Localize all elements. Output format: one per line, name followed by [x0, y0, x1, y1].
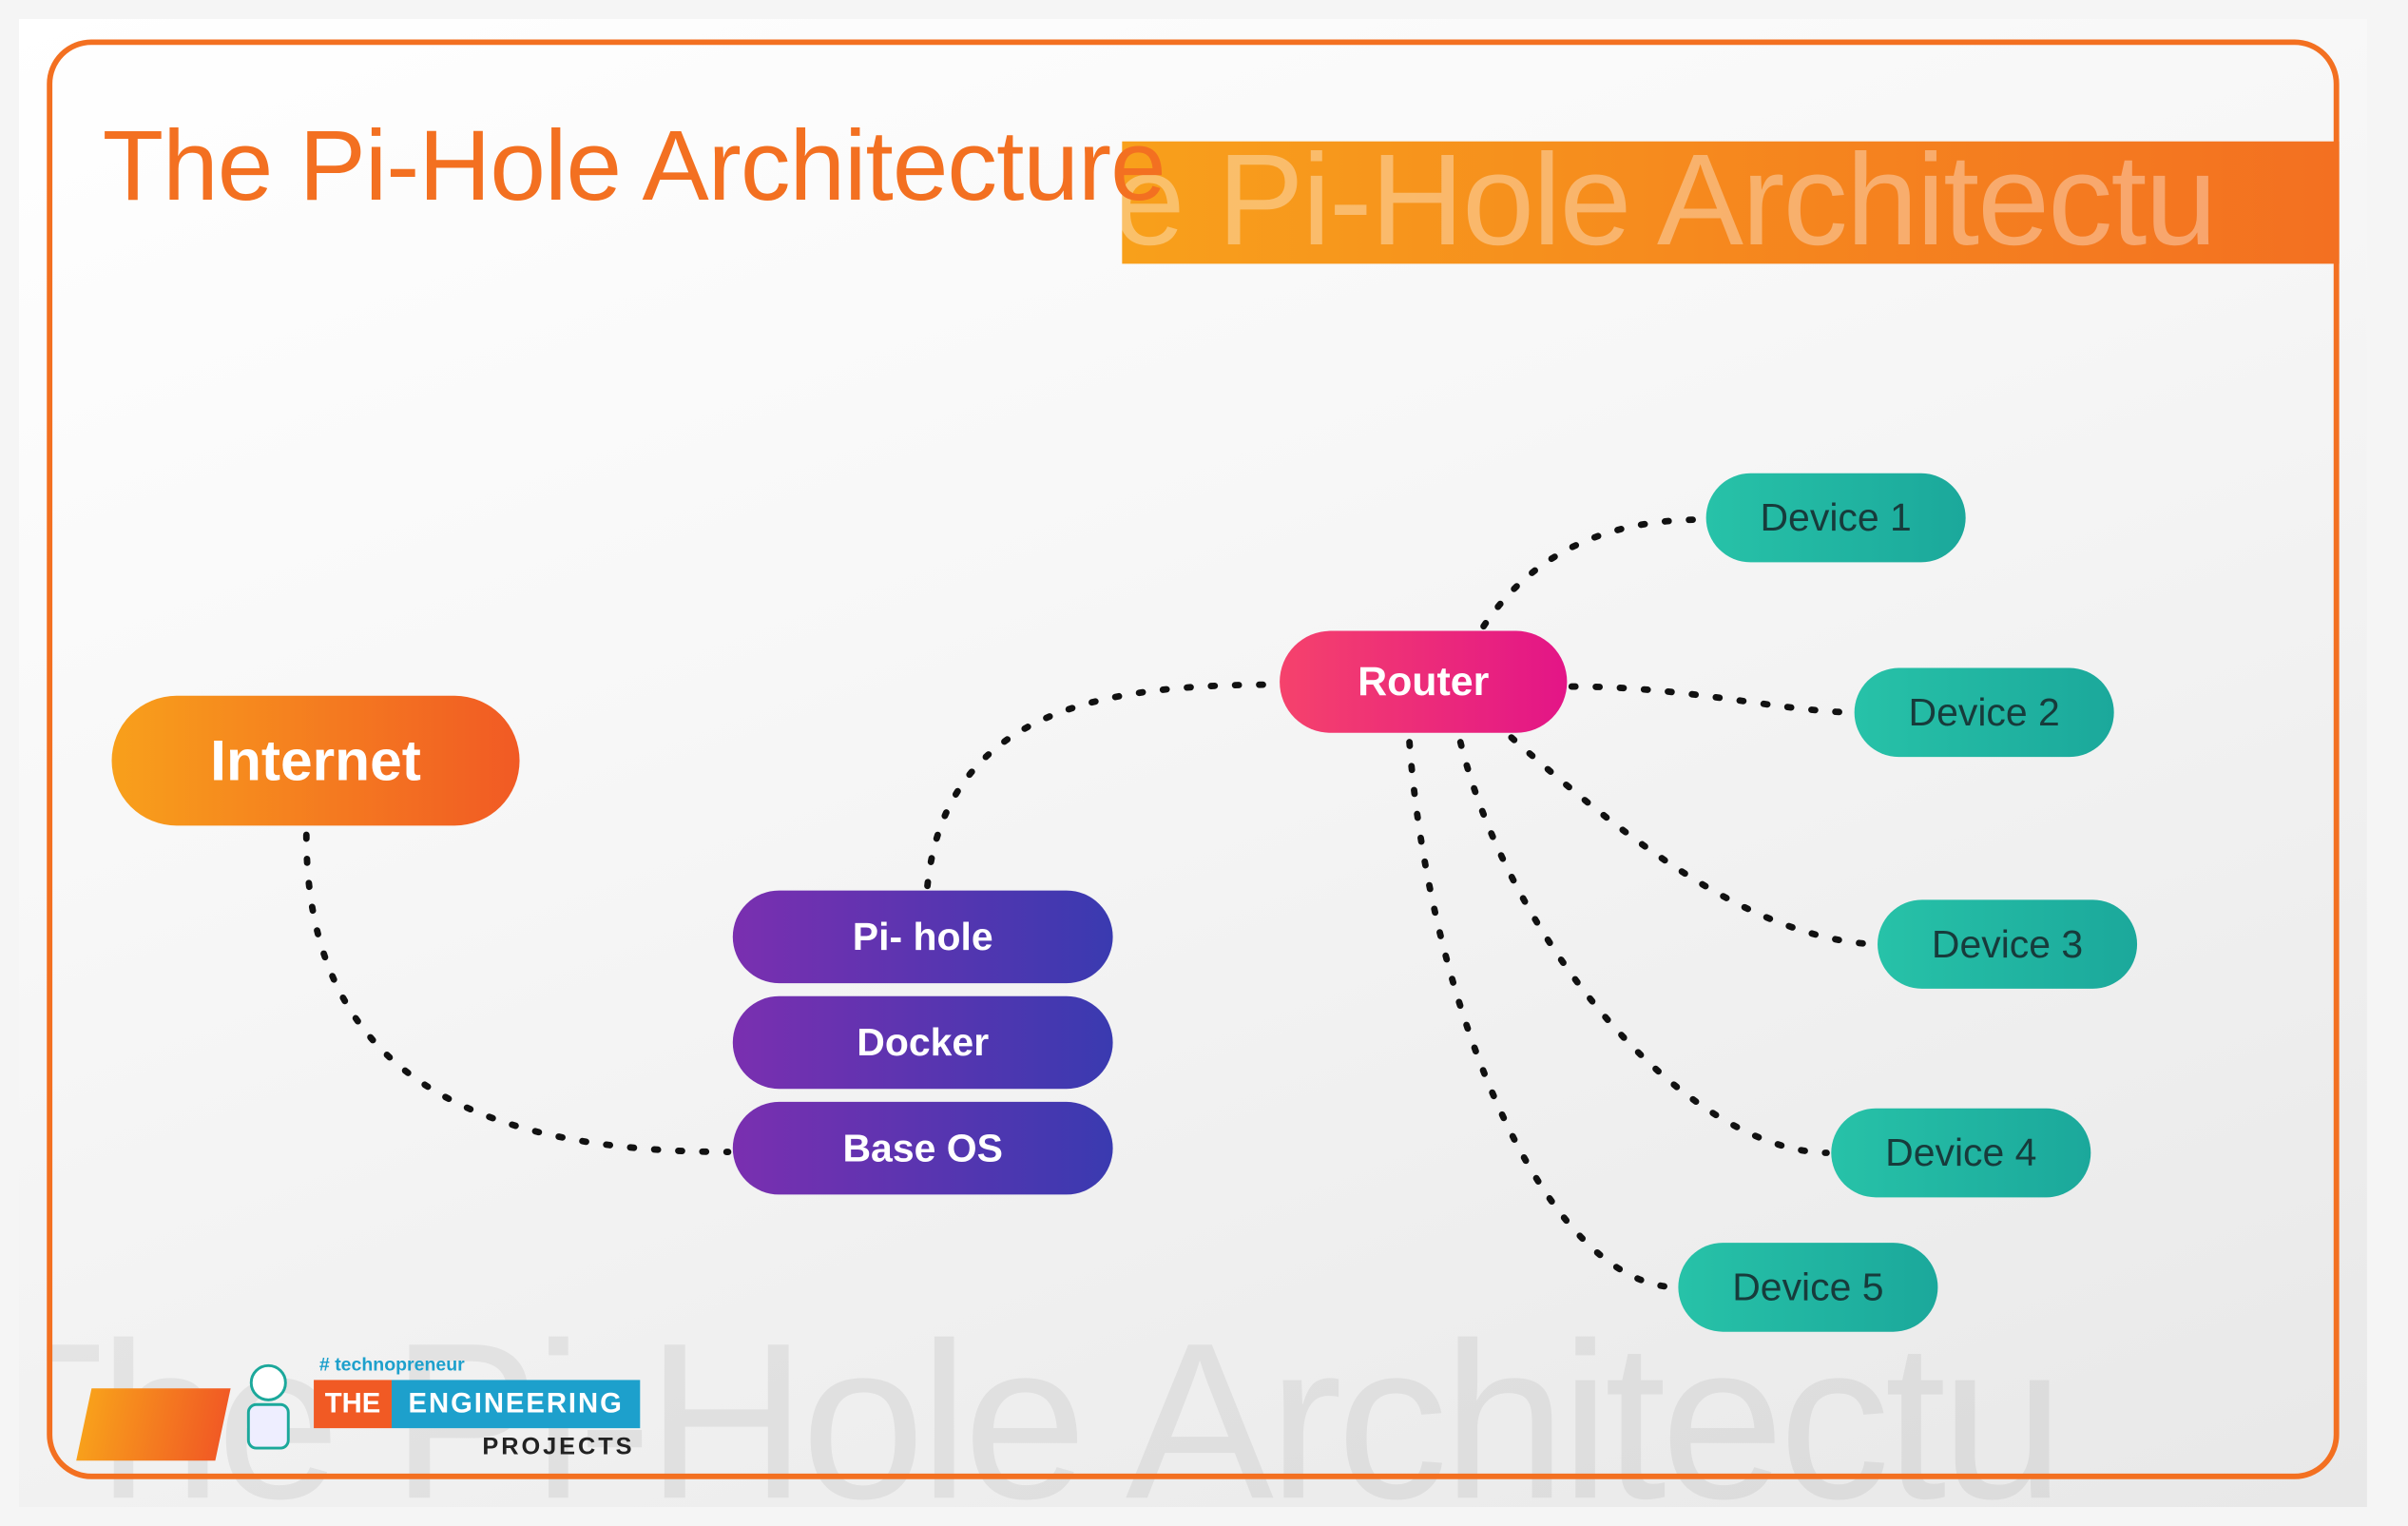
- logo-word-the: THE: [314, 1380, 392, 1428]
- node-stack-label: Docker: [857, 1020, 989, 1065]
- edge-internet-stack: [306, 835, 728, 1151]
- node-stack-label: Base OS: [842, 1126, 1002, 1170]
- logo-orange-slab: [76, 1388, 230, 1460]
- node-stack-pihole: Pi- hole: [733, 891, 1113, 984]
- logo-tagline: # technopreneur: [319, 1355, 640, 1376]
- node-device-3: Device 3: [1878, 899, 2137, 989]
- node-device-4: Device 4: [1831, 1109, 2090, 1198]
- node-device-label: Device 5: [1732, 1265, 1883, 1310]
- node-device-5: Device 5: [1678, 1243, 1937, 1332]
- edge-router-device2: [1571, 686, 1850, 712]
- logo-text-group: # technopreneur THE ENGINEERING PROJECTS: [314, 1355, 640, 1460]
- logo-strip: THE ENGINEERING: [314, 1380, 640, 1428]
- edge-router-device4: [1460, 743, 1826, 1153]
- title-banner: e Pi-Hole Architectu: [1122, 142, 2339, 264]
- node-stack-docker: Docker: [733, 996, 1113, 1090]
- page-title: The Pi-Hole Architecture: [103, 107, 1165, 223]
- node-internet-label: Internet: [210, 727, 421, 793]
- logo-word-engineering: ENGINEERING: [392, 1380, 640, 1428]
- edge-stack-router: [928, 685, 1276, 886]
- node-device-label: Device 4: [1885, 1130, 2036, 1175]
- logo-word-projects: PROJECTS: [314, 1432, 640, 1460]
- edge-router-device5: [1410, 743, 1674, 1287]
- edge-router-device1: [1484, 520, 1702, 627]
- node-router-label: Router: [1358, 659, 1489, 705]
- node-stack-baseos: Base OS: [733, 1102, 1113, 1195]
- node-internet: Internet: [112, 696, 520, 826]
- node-device-2: Device 2: [1855, 668, 2114, 758]
- node-device-label: Device 2: [1908, 690, 2059, 735]
- node-router: Router: [1280, 631, 1567, 733]
- diagram-canvas: e Pi-Hole Architectu The Pi-Hole Archite…: [19, 19, 2367, 1507]
- title-banner-shadow-text: e Pi-Hole Architectu: [1122, 142, 2215, 264]
- node-stack-label: Pi- hole: [853, 915, 993, 959]
- edge-router-device3: [1512, 738, 1873, 944]
- node-device-label: Device 1: [1760, 495, 1911, 540]
- robot-icon: [236, 1359, 300, 1460]
- node-device-1: Device 1: [1706, 473, 1966, 563]
- logo-block: # technopreneur THE ENGINEERING PROJECTS: [84, 1355, 640, 1460]
- node-device-label: Device 3: [1932, 922, 2083, 967]
